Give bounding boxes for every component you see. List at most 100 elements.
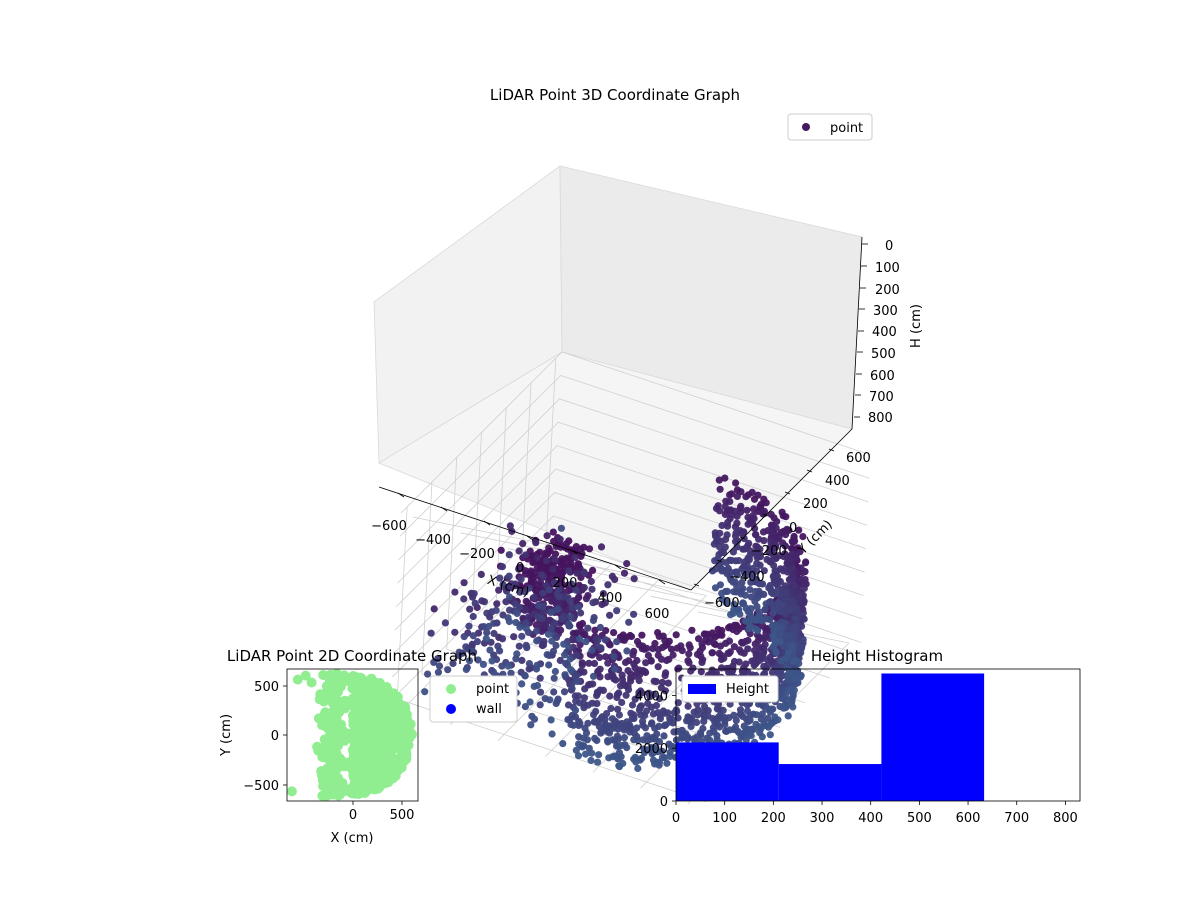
data-point <box>724 518 732 527</box>
grid-line <box>399 374 870 537</box>
data-point <box>762 600 770 608</box>
data-point <box>748 488 756 496</box>
data-point <box>430 605 438 613</box>
data-point <box>582 595 591 603</box>
x-axis-line <box>378 486 692 591</box>
data-point <box>566 597 575 606</box>
data-point <box>642 659 650 667</box>
y-ticks-3d: −600 −400 −200 0 200 400 600 <box>704 451 871 611</box>
x-tick-label: 0 <box>516 561 524 576</box>
data-point <box>527 579 535 587</box>
data-point <box>555 593 563 601</box>
data-point <box>511 600 520 608</box>
data-point <box>504 662 512 670</box>
data-point <box>648 719 656 727</box>
data-point <box>610 629 618 637</box>
legend-marker-point <box>802 123 810 131</box>
data-point <box>548 637 556 645</box>
data-point <box>684 702 692 710</box>
data-point <box>541 565 549 573</box>
data-point <box>746 586 754 594</box>
data-point <box>602 627 610 635</box>
data-point <box>397 754 408 765</box>
data-point <box>492 606 500 615</box>
data-point <box>785 669 794 677</box>
data-point <box>545 586 553 594</box>
data-point <box>498 662 506 670</box>
data-point <box>576 641 584 649</box>
data-point <box>543 532 551 540</box>
data-point <box>627 674 635 682</box>
data-point <box>779 567 787 575</box>
data-point <box>760 634 768 642</box>
data-point <box>677 642 685 650</box>
y-ticks-2d: 500 0 −500 <box>243 680 287 794</box>
data-point <box>635 677 643 685</box>
data-point <box>697 729 705 737</box>
data-point <box>665 740 673 748</box>
data-point <box>749 615 757 623</box>
data-point <box>366 685 377 696</box>
data-point <box>602 653 610 661</box>
data-point <box>405 719 416 730</box>
data-point <box>521 703 530 711</box>
data-point <box>768 528 776 537</box>
data-point <box>467 647 475 656</box>
data-point <box>455 648 463 656</box>
data-point <box>760 567 768 575</box>
data-point <box>584 701 592 709</box>
data-point <box>741 728 749 736</box>
y-tick-label: 0 <box>271 729 279 744</box>
data-point <box>527 721 535 729</box>
data-point <box>613 638 621 646</box>
data-point <box>720 654 728 662</box>
histogram-bar <box>881 673 985 801</box>
data-point <box>524 599 532 607</box>
data-point <box>615 762 623 770</box>
data-point <box>516 623 524 631</box>
data-point <box>701 703 709 711</box>
data-point <box>609 672 617 680</box>
data-point <box>634 764 642 773</box>
data-point <box>525 660 534 668</box>
data-point <box>759 651 767 659</box>
data-point <box>730 711 738 719</box>
data-point <box>575 635 584 643</box>
z-tick-label: 0 <box>885 239 893 254</box>
data-point <box>545 661 553 669</box>
data-point <box>667 645 676 653</box>
data-point <box>635 706 644 714</box>
data-point <box>594 636 602 644</box>
data-point <box>751 524 759 533</box>
data-point <box>613 607 621 615</box>
x-tick-label: 100 <box>712 811 737 826</box>
data-point <box>581 685 589 693</box>
data-point <box>611 665 619 673</box>
data-point <box>721 567 730 575</box>
y-ticks-histogram: 0 2000 4000 <box>635 689 676 810</box>
z-tick-label: 400 <box>872 325 897 340</box>
data-point <box>737 648 745 656</box>
data-point <box>655 632 663 641</box>
data-point <box>797 575 805 583</box>
data-point <box>495 586 503 594</box>
data-point <box>549 565 557 573</box>
data-point <box>737 590 745 598</box>
data-point <box>335 753 346 764</box>
data-point <box>381 724 392 735</box>
data-point <box>800 584 808 593</box>
data-point <box>512 618 520 627</box>
data-point <box>735 729 743 737</box>
data-point <box>550 619 559 627</box>
data-point <box>730 600 738 609</box>
data-point <box>565 620 573 628</box>
data-point <box>620 569 629 577</box>
data-point <box>589 566 597 575</box>
x-tick-label: 700 <box>1004 811 1029 826</box>
data-point <box>708 649 716 657</box>
y-tick-label: 500 <box>254 680 279 695</box>
y-ticks-marks <box>693 448 835 587</box>
data-point <box>747 578 755 587</box>
data-point <box>678 733 686 741</box>
